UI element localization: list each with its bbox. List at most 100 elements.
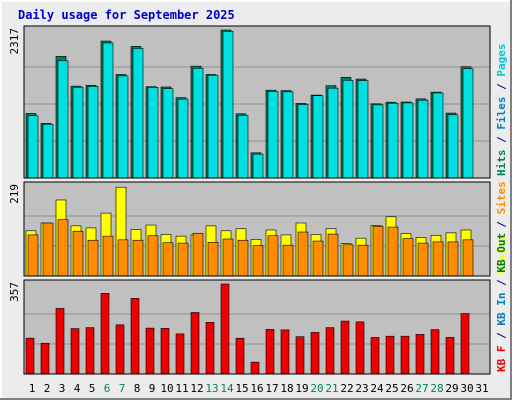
- panel-border: [23, 25, 491, 179]
- bar-files: [447, 114, 459, 179]
- x-tick-label: 22: [340, 382, 353, 395]
- x-tick-label: 18: [280, 382, 293, 395]
- bar-files: [57, 60, 69, 179]
- legend-separator: /: [495, 273, 508, 293]
- legend-separator: /: [495, 326, 508, 346]
- series-legend: KB F / KB In / KB Out: [495, 233, 508, 372]
- bar-files: [267, 91, 279, 179]
- bar-files: [237, 115, 249, 179]
- bar-sites: [222, 238, 234, 277]
- bar-files: [387, 102, 399, 179]
- bar-files: [402, 102, 414, 179]
- legend-separator: /: [495, 214, 508, 234]
- bar-kb-f: [70, 328, 80, 375]
- bar-sites: [162, 242, 174, 277]
- x-tick-label: 15: [235, 382, 248, 395]
- bar-sites: [42, 222, 54, 277]
- bar-sites: [357, 244, 369, 277]
- bar-sites: [252, 245, 264, 277]
- bar-files: [372, 104, 384, 179]
- bar-kb-f: [40, 342, 50, 375]
- bar-files: [117, 75, 129, 179]
- bar-sites: [402, 238, 414, 277]
- x-tick-label: 16: [250, 382, 263, 395]
- bar-kb-f: [385, 335, 395, 375]
- bar-files: [222, 30, 234, 179]
- bar-files: [432, 92, 444, 179]
- bar-kb-f: [175, 333, 185, 375]
- x-tick-label: 23: [355, 382, 368, 395]
- bar-sites: [72, 230, 84, 277]
- x-tick-label: 24: [370, 382, 384, 395]
- bar-kb-f: [190, 312, 200, 375]
- bar-sites: [432, 241, 444, 277]
- bar-sites: [147, 235, 159, 277]
- x-tick-label: 28: [430, 382, 443, 395]
- bar-sites: [27, 234, 39, 277]
- x-tick-label: 1: [29, 382, 36, 395]
- bar-sites: [267, 235, 279, 277]
- bar-sites: [57, 219, 69, 277]
- bar-kb-f: [235, 337, 245, 375]
- bar-sites: [327, 233, 339, 277]
- bar-sites: [372, 225, 384, 277]
- bar-sites: [297, 231, 309, 277]
- bar-kb-f: [370, 337, 380, 375]
- bar-kb-f: [430, 329, 440, 375]
- panel-border: [23, 181, 491, 277]
- legend-separator: /: [495, 130, 508, 150]
- bar-kb-f: [55, 308, 65, 375]
- x-tick-label: 11: [175, 382, 188, 395]
- bar-files: [87, 86, 99, 179]
- bar-sites: [387, 226, 399, 277]
- bar-files: [132, 48, 144, 179]
- x-tick-label: 6: [104, 382, 111, 395]
- bar-kb-f: [250, 361, 260, 375]
- bar-files: [282, 91, 294, 179]
- bar-kb-f: [115, 324, 125, 375]
- x-tick-label: 25: [385, 382, 398, 395]
- x-tick-label: 26: [400, 382, 413, 395]
- x-tick-label: 10: [160, 382, 173, 395]
- x-tick-label: 13: [205, 382, 218, 395]
- bar-kb-f: [280, 329, 290, 375]
- x-tick-label: 2: [44, 382, 51, 395]
- bar-files: [162, 88, 174, 179]
- bar-files: [252, 153, 264, 179]
- x-tick-label: 19: [295, 382, 308, 395]
- legend-hits: Hits: [495, 150, 508, 177]
- x-tick-label: 8: [134, 382, 141, 395]
- x-tick-label: 17: [265, 382, 278, 395]
- bar-files: [102, 42, 114, 179]
- bar-kb-f: [145, 327, 155, 375]
- bar-kb-f: [325, 327, 335, 375]
- bar-kb-f: [415, 334, 425, 375]
- bar-files: [207, 74, 219, 179]
- ymax-label: 219: [8, 184, 21, 204]
- bar-kb-f: [85, 327, 95, 375]
- bar-sites: [177, 242, 189, 277]
- bar-files: [342, 80, 354, 179]
- x-tick-label: 30: [460, 382, 473, 395]
- legend-separator: /: [495, 77, 508, 97]
- legend-files: Files: [495, 97, 508, 130]
- bar-sites: [132, 239, 144, 277]
- x-tick-label: 3: [59, 382, 66, 395]
- bar-kb-f: [445, 337, 455, 375]
- bar-files: [72, 86, 84, 179]
- legend-kb-f: KB F: [495, 346, 508, 373]
- bar-kb-f: [460, 313, 470, 375]
- x-tick-label: 9: [149, 382, 156, 395]
- bar-kb-f: [160, 328, 170, 375]
- x-tick-label: 14: [220, 382, 234, 395]
- bar-sites: [207, 242, 219, 277]
- bar-sites: [282, 244, 294, 277]
- x-tick-label: 12: [190, 382, 203, 395]
- x-tick-label: 20: [310, 382, 323, 395]
- bar-files: [147, 86, 159, 179]
- x-tick-label: 21: [325, 382, 338, 395]
- bar-files: [192, 67, 204, 179]
- legend-visits: Visits: [495, 234, 508, 274]
- bar-sites: [417, 242, 429, 277]
